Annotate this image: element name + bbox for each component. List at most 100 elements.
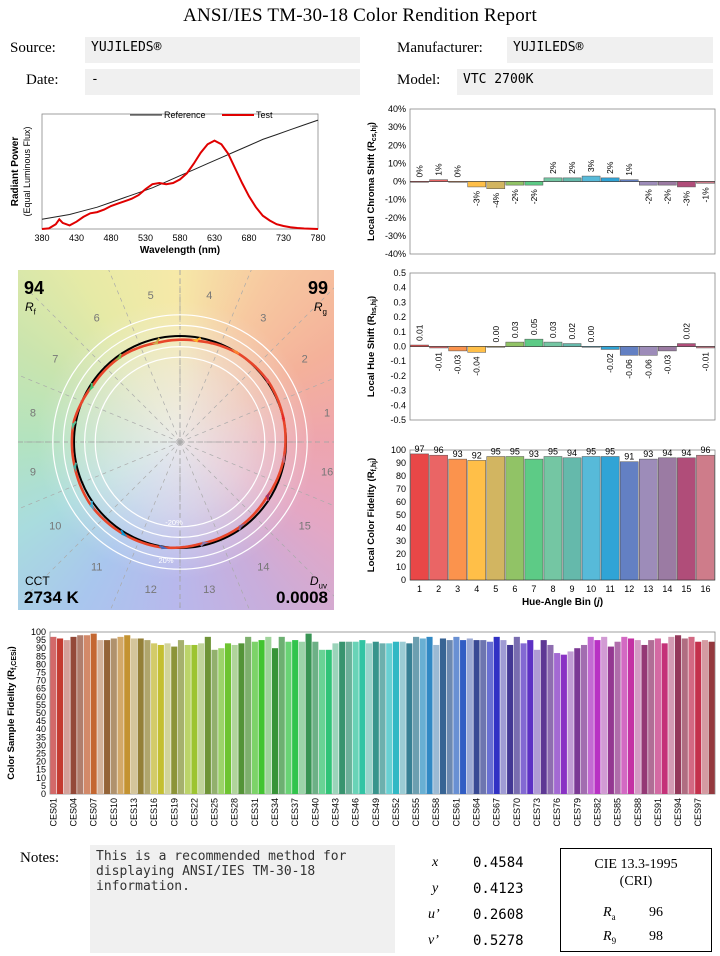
local_fidelity-bar: [639, 458, 658, 581]
sample-x-tick-label: CES13: [129, 798, 139, 827]
hue_shift-bar: [524, 338, 544, 347]
local_fidelity-data-label: 94: [567, 448, 577, 458]
sample-bar: [466, 638, 473, 794]
sample-x-tick-label: CES22: [189, 798, 199, 827]
spd-x-tick-label: 580: [172, 233, 187, 243]
sample-x-tick-label: CES79: [572, 798, 582, 827]
sample-y-tick-label: 30: [36, 740, 46, 750]
local_fidelity-x-tick-label: 12: [624, 584, 634, 594]
spd-chart: 380 430 480 530 580 630 680 730 780 Wavelength (n…: [10, 110, 326, 256]
sample-bar: [453, 636, 460, 794]
sample-x-tick-label: CES52: [391, 798, 401, 827]
chroma_shift-data-label: -2%: [662, 189, 672, 205]
sample-bar: [325, 649, 332, 794]
cvg-ring: [83, 345, 277, 539]
local_fidelity-y-tick-label: 80: [396, 471, 406, 481]
date-value: -: [85, 69, 360, 95]
chroma_shift-y-tick-label: 20%: [388, 140, 406, 150]
sample-fidelity-chart: 1009590858075706560555045403530252015105…: [6, 627, 716, 827]
cct-value: 2734 K: [24, 588, 79, 607]
local_fidelity-y-tick-label: 70: [396, 484, 406, 494]
local_fidelity-x-tick-label: 16: [700, 584, 710, 594]
sample-bar: [372, 641, 379, 794]
sample-y-axis-label: Color Sample Fidelity (Rf,CESi): [6, 646, 18, 780]
hue_shift-data-label: 0.03: [548, 321, 558, 338]
chroma_shift-y-tick-label: 40%: [388, 104, 406, 114]
sample-bar: [486, 641, 494, 794]
notes-text: This is a recommended method for display…: [90, 845, 395, 953]
chroma_shift-y-tick-label: 30%: [388, 122, 406, 132]
cvg-arrow-head: [114, 355, 122, 361]
rg-label: Rg: [313, 300, 327, 317]
chroma_shift-y-tick-label: -40%: [385, 249, 406, 259]
sample-bar: [83, 635, 91, 794]
local_fidelity-x-tick-label: 6: [512, 584, 517, 594]
local_fidelity-bar: [543, 456, 563, 581]
chroma_shift-data-label: 2%: [567, 161, 577, 174]
sample-bar: [507, 644, 514, 794]
cvg-bin-number: 3: [260, 312, 266, 324]
local_fidelity-y-tick-label: 100: [391, 445, 406, 455]
r9-value: 98: [649, 929, 663, 944]
local_fidelity-bar: [467, 460, 486, 581]
hue_shift-data-label: -0.03: [453, 355, 463, 375]
sample-bar: [574, 648, 581, 794]
hue_shift-y-tick-label: 0.2: [393, 312, 406, 322]
hue_shift-data-label: 0.01: [415, 324, 425, 341]
local_fidelity-bar: [619, 461, 639, 581]
sample-y-tick-label: 10: [36, 773, 46, 783]
sample-bar: [654, 638, 661, 794]
local_fidelity-y-tick-label: 50: [396, 510, 406, 520]
local_fidelity-x-tick-label: 14: [662, 584, 672, 594]
local_fidelity-y-tick-label: 0: [401, 575, 406, 585]
local_fidelity-x-tick-label: 10: [586, 584, 596, 594]
sample-bar: [601, 636, 608, 794]
hue_shift-y-tick-label: -0.2: [390, 371, 406, 381]
sample-bar: [520, 643, 527, 794]
sample-x-tick-label: CES25: [210, 798, 220, 827]
local_fidelity-data-label: 96: [700, 445, 710, 455]
cvg-bin-divider: [179, 287, 334, 443]
sample-bar: [117, 636, 124, 794]
hue_shift-data-label: -0.06: [624, 359, 634, 379]
hue_shift-y-tick-label: 0.5: [393, 268, 406, 278]
u-prime-value: 0.2608: [473, 907, 524, 923]
sample-bar: [674, 635, 682, 794]
sample-bar: [70, 636, 77, 794]
local_fidelity-bar: [562, 457, 582, 581]
cvg-bin-number: 9: [30, 466, 36, 478]
hue_shift-bar: [619, 346, 639, 356]
sample-bar: [580, 644, 588, 794]
local_fidelity-data-label: 95: [548, 447, 558, 457]
chroma-shift-chart: 40%30%20%10%0%-10%-20%-30%-40%0% 1% 0%-3% -…: [366, 104, 716, 259]
sample-x-tick-label: CES04: [69, 798, 79, 827]
x-value: 0.4584: [473, 855, 524, 871]
hue_shift-bar: [448, 346, 467, 352]
sample-y-tick-label: 35: [36, 732, 46, 742]
cvg-arrow-head: [151, 341, 159, 345]
cvg-ring: [94, 356, 266, 528]
local_fidelity-data-label: 96: [434, 445, 444, 455]
sample-bar: [527, 640, 534, 794]
sample-bar: [184, 644, 191, 794]
chroma_shift-y-axis-label: Local Chroma Shift (Rcs,hj): [366, 122, 378, 241]
cvg-bin-number: 13: [203, 584, 215, 596]
cvg-bin-number: 16: [321, 466, 333, 478]
cvg-ring: [52, 314, 308, 570]
sample-bar: [218, 648, 225, 794]
sample-bar: [292, 640, 299, 794]
hue_shift-data-label: 0.02: [681, 323, 691, 340]
sample-x-tick-label: CES85: [613, 798, 623, 827]
model-value: VTC 2700K: [457, 69, 713, 95]
spd-x-tick-label: 780: [310, 233, 325, 243]
sample-bar: [164, 643, 171, 794]
sample-x-tick-label: CES73: [532, 798, 542, 827]
local_fidelity-x-tick-label: 2: [436, 584, 441, 594]
hue_shift-bar: [600, 346, 620, 350]
source-value: YUJILEDS®: [85, 37, 360, 63]
chroma_shift-bar: [524, 181, 544, 186]
y-value: 0.4123: [473, 881, 524, 897]
local_fidelity-y-tick-label: 30: [396, 536, 406, 546]
x-label: x: [432, 855, 439, 870]
sample-x-tick-label: CES37: [290, 798, 300, 827]
